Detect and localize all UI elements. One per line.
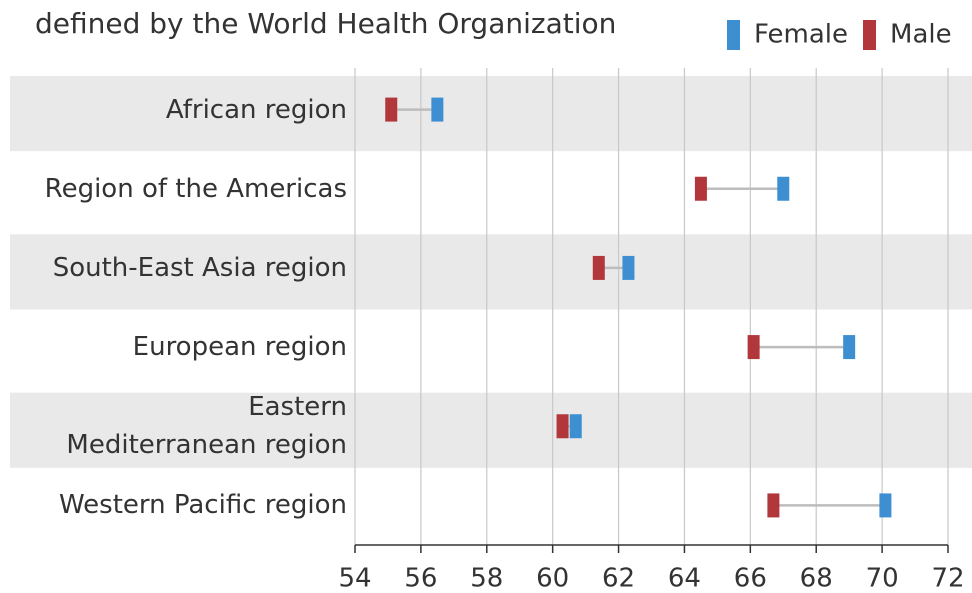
- category-label: Eastern Mediterranean region: [66, 392, 347, 461]
- dot: [385, 97, 398, 122]
- legend-label: Male: [890, 20, 952, 50]
- x-tick-label: 54: [338, 564, 371, 593]
- dot: [556, 414, 569, 439]
- legend-swatch: [863, 20, 877, 50]
- x-tick-label: 72: [931, 564, 964, 593]
- x-tick-label: 70: [866, 564, 899, 593]
- dot: [694, 176, 707, 201]
- chart-title: defined by the World Health Organization: [35, 7, 616, 40]
- dot: [569, 414, 582, 439]
- row-band: [10, 392, 972, 468]
- x-tick-label: 56: [404, 564, 437, 593]
- dot: [431, 97, 444, 122]
- x-tick-label: 58: [470, 564, 503, 593]
- legend-swatch: [727, 20, 740, 50]
- x-tick-label: 66: [734, 564, 767, 593]
- dot: [767, 493, 780, 518]
- category-label: European region: [132, 332, 347, 363]
- x-tick-label: 68: [800, 564, 833, 593]
- dot: [843, 335, 856, 360]
- dot: [622, 255, 635, 280]
- x-tick-label: 64: [668, 564, 701, 593]
- dot: [747, 335, 760, 360]
- legend-label: Female: [754, 20, 848, 50]
- x-tick-label: 62: [602, 564, 635, 593]
- row-band: [10, 76, 972, 152]
- row-band: [10, 234, 972, 310]
- row-bands: [10, 76, 972, 468]
- category-label: Western Pacific region: [58, 490, 347, 521]
- category-label: Region of the Americas: [44, 173, 347, 204]
- dot: [777, 176, 790, 201]
- category-label: South-East Asia region: [52, 252, 347, 283]
- category-label: African region: [165, 94, 347, 125]
- dot: [879, 493, 892, 518]
- x-tick-label: 60: [536, 564, 569, 593]
- dot: [592, 255, 605, 280]
